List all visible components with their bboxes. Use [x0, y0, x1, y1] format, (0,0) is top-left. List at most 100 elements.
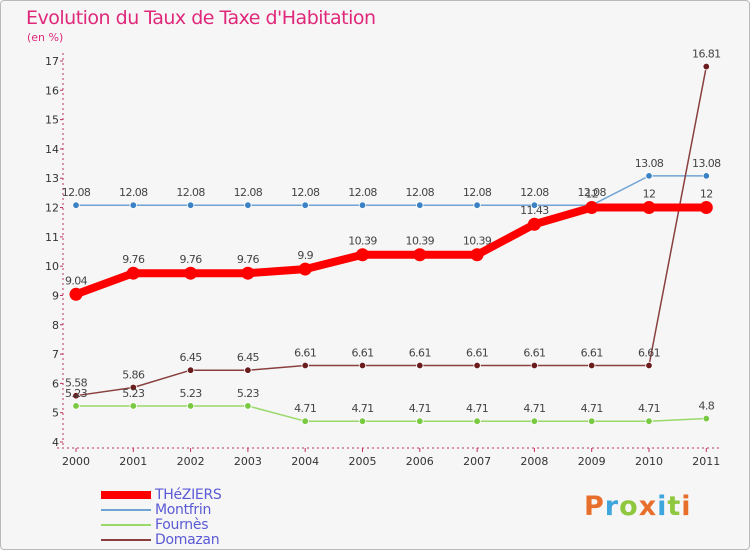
x-tick-label: 2010: [635, 455, 663, 468]
legend-label: Fournès: [155, 516, 209, 533]
data-point: [470, 248, 484, 262]
legend: THéZIERS Montfrin Fournès Domazan: [101, 486, 222, 548]
data-label: 4.8: [698, 400, 714, 413]
legend-swatch: [101, 508, 151, 511]
data-label: 6.61: [294, 347, 316, 360]
data-label: 12.08: [348, 186, 377, 199]
series-montfrin: [72, 172, 710, 209]
data-label: 4.71: [523, 402, 545, 415]
data-label: 9.76: [237, 253, 260, 266]
data-label: 12.08: [176, 186, 205, 199]
series-line: [75, 175, 708, 206]
data-label: 12: [585, 188, 598, 201]
legend-label: Montfrin: [155, 501, 212, 518]
legend-swatch: [101, 538, 151, 541]
data-label: 5.23: [180, 387, 203, 400]
data-point: [186, 402, 195, 410]
data-label: 9.76: [122, 253, 145, 266]
y-tick-label: 11: [45, 231, 59, 244]
data-label: 12.08: [62, 186, 91, 199]
legend-label: THéZIERS: [155, 486, 222, 503]
data-point: [301, 417, 309, 425]
chart-title: Evolution du Taux de Taxe d'Habitation: [26, 7, 376, 29]
data-point: [645, 361, 653, 370]
legend-item: Montfrin: [101, 501, 221, 518]
data-point: [72, 402, 80, 410]
x-tick-label: 2000: [62, 455, 90, 468]
data-label: 16.81: [692, 48, 721, 61]
data-point: [473, 361, 481, 370]
data-point: [699, 201, 713, 215]
data-point: [530, 201, 539, 209]
data-point: [702, 414, 710, 423]
data-label: 6.61: [409, 347, 431, 360]
data-point: [473, 201, 481, 209]
data-point: [358, 417, 367, 425]
data-label: 12.08: [463, 186, 492, 199]
data-point: [186, 201, 195, 209]
data-label: 12.08: [119, 186, 148, 199]
logo-letter: t: [667, 491, 682, 522]
data-point: [702, 172, 710, 180]
x-tick-label: 2008: [520, 455, 548, 468]
data-point: [129, 201, 137, 209]
data-point: [358, 361, 367, 370]
data-label: 6.61: [351, 347, 373, 360]
data-label: 11.43: [520, 204, 549, 217]
data-label: 9.04: [65, 274, 88, 287]
y-tick-label: 5: [52, 407, 59, 420]
logo-letter: i: [657, 491, 668, 522]
data-label: 9.9: [297, 249, 313, 262]
x-tick-label: 2006: [406, 455, 434, 468]
data-point: [645, 172, 653, 180]
data-label: 4.71: [638, 402, 660, 415]
y-tick-label: 8: [52, 319, 59, 332]
data-label: 4.71: [409, 402, 431, 415]
data-label: 6.45: [237, 351, 260, 364]
data-point: [530, 417, 539, 425]
data-label: 9.76: [180, 253, 203, 266]
data-label: 5.86: [122, 368, 145, 381]
data-point: [244, 201, 252, 209]
legend-label: Domazan: [155, 531, 220, 548]
data-point: [244, 402, 252, 410]
data-point: [356, 248, 369, 262]
data-point: [642, 201, 656, 215]
data-label: 5.58: [65, 377, 88, 390]
data-label: 4.71: [294, 402, 316, 415]
y-tick-label: 17: [45, 55, 59, 68]
y-tick-label: 6: [52, 377, 59, 390]
data-label: 5.23: [65, 387, 88, 400]
data-point: [184, 266, 198, 280]
data-point: [530, 361, 539, 370]
data-label: 12.08: [291, 186, 320, 199]
data-point: [244, 366, 252, 374]
y-tick-label: 12: [45, 202, 59, 215]
legend-swatch: [101, 523, 151, 526]
data-labels-layer: 12.08 12.08 12.08 12.08 12.08 12.08 12.08 12.08…: [62, 48, 722, 416]
data-point: [301, 201, 309, 209]
data-label: 12: [700, 188, 713, 201]
data-point: [129, 383, 137, 392]
y-tick-label: 16: [45, 84, 59, 97]
data-point: [72, 201, 80, 209]
data-label: 5.23: [122, 387, 145, 400]
proxiti-logo: Proxiti: [584, 491, 692, 522]
data-point: [69, 287, 83, 301]
y-tick-label: 9: [52, 289, 59, 302]
data-label: 13.08: [635, 157, 664, 170]
series-domazan: [72, 62, 710, 400]
y-tick-label: 7: [52, 348, 59, 361]
data-label: 6.61: [638, 347, 660, 360]
series-line: [72, 203, 711, 299]
data-point: [416, 201, 424, 209]
data-label: 6.45: [180, 351, 203, 364]
data-label: 6.61: [466, 347, 488, 360]
y-tick-label: 4: [52, 436, 59, 449]
series-théziers: [69, 201, 713, 301]
data-point: [473, 417, 481, 425]
data-label: 10.39: [348, 235, 377, 248]
data-point: [413, 248, 427, 262]
data-point: [588, 361, 596, 370]
